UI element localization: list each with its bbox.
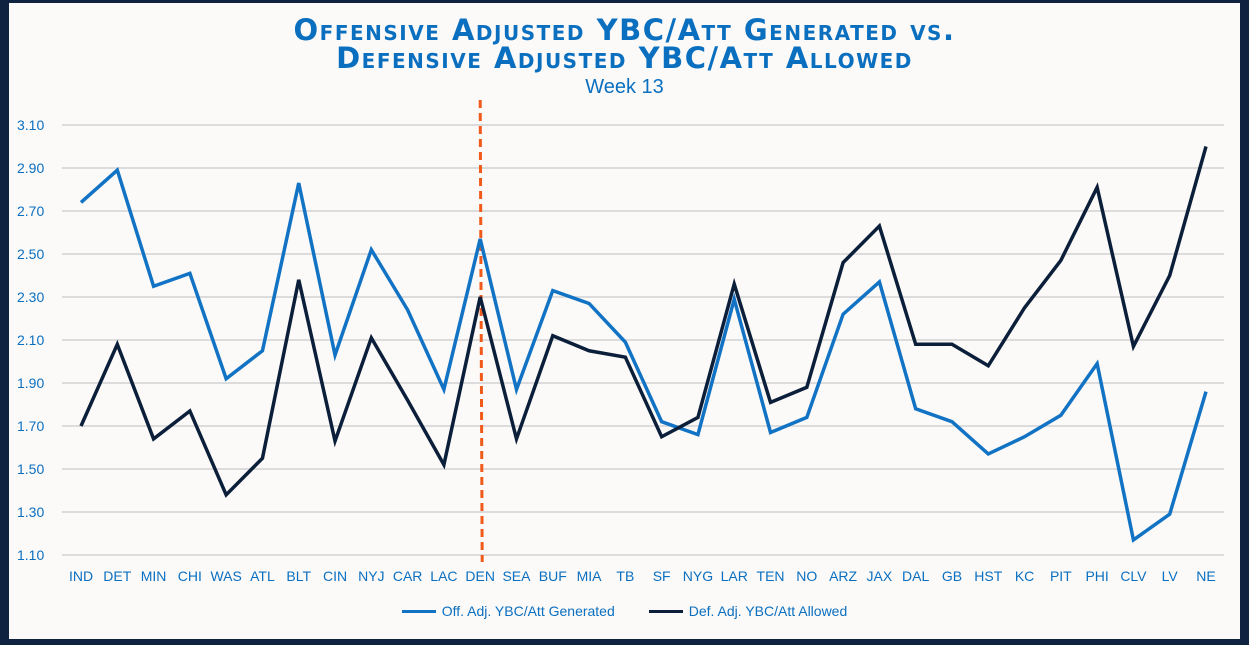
legend-item-offense: Off. Adj. YBC/Att Generated — [401, 603, 615, 619]
x-tick-label: IND — [69, 568, 93, 584]
y-tick-label: 1.30 — [17, 504, 44, 520]
x-tick-label: HST — [974, 568, 1002, 584]
x-tick-label: ATL — [250, 568, 275, 584]
y-tick-label: 2.70 — [17, 203, 44, 219]
x-tick-label: NE — [1196, 568, 1215, 584]
x-tick-label: TB — [616, 568, 634, 584]
chart-title-line-2: Defensive Adjusted YBC/Att Allowed — [336, 41, 913, 75]
y-tick-label: 1.50 — [17, 461, 44, 477]
legend: Off. Adj. YBC/Att Generated Def. Adj. YB… — [0, 603, 1249, 619]
y-tick-label: 2.90 — [17, 160, 44, 176]
y-tick-label: 2.50 — [17, 246, 44, 262]
x-tick-label: NYG — [683, 568, 713, 584]
legend-label-offense: Off. Adj. YBC/Att Generated — [441, 603, 615, 619]
x-tick-label: BLT — [286, 568, 311, 584]
x-tick-label: ARZ — [829, 568, 857, 584]
x-tick-label: LAR — [721, 568, 748, 584]
den-divider-line — [478, 99, 484, 563]
x-tick-label: SEA — [502, 568, 531, 584]
x-tick-label: CLV — [1120, 568, 1147, 584]
x-tick-label: MIA — [577, 568, 603, 584]
x-tick-label: LV — [1162, 568, 1179, 584]
x-tick-label: JAX — [867, 568, 893, 584]
y-tick-label: 1.90 — [17, 375, 44, 391]
y-tick-label: 2.30 — [17, 289, 44, 305]
chart-title-line-1: Offensive Adjusted YBC/Att Generated vs. — [293, 13, 956, 47]
x-tick-label: CAR — [393, 568, 423, 584]
y-tick-label: 3.10 — [17, 117, 44, 133]
offense-series-line — [79, 167, 1208, 543]
x-tick-label: NO — [796, 568, 817, 584]
x-tick-label: CIN — [323, 568, 347, 584]
y-tick-label: 2.10 — [17, 332, 44, 348]
x-tick-label: LAC — [430, 568, 457, 584]
y-tick-label: 1.10 — [17, 547, 44, 563]
legend-swatch-offense — [401, 609, 436, 613]
x-tick-label: DET — [103, 568, 131, 584]
x-tick-label: SF — [653, 568, 671, 584]
x-tick-label: GB — [942, 568, 962, 584]
legend-item-defense: Def. Adj. YBC/Att Allowed — [648, 603, 848, 619]
x-tick-label: MIN — [141, 568, 167, 584]
chart-subtitle: Week 13 — [585, 76, 664, 98]
x-tick-label: BUF — [539, 568, 567, 584]
x-tick-label: WAS — [210, 568, 241, 584]
x-tick-label: DAL — [902, 568, 929, 584]
legend-swatch-defense — [648, 609, 683, 613]
y-tick-label: 1.70 — [17, 418, 44, 434]
x-tick-label: KC — [1015, 568, 1034, 584]
x-tick-label: PHI — [1085, 568, 1108, 584]
defense-series-line — [79, 146, 1208, 498]
legend-label-defense: Def. Adj. YBC/Att Allowed — [688, 603, 848, 619]
x-tick-label: TEN — [757, 568, 785, 584]
x-tick-label: NYJ — [358, 568, 384, 584]
x-tick-label: PIT — [1050, 568, 1072, 584]
x-tick-label: CHI — [178, 568, 202, 584]
x-tick-label: DEN — [465, 568, 495, 584]
